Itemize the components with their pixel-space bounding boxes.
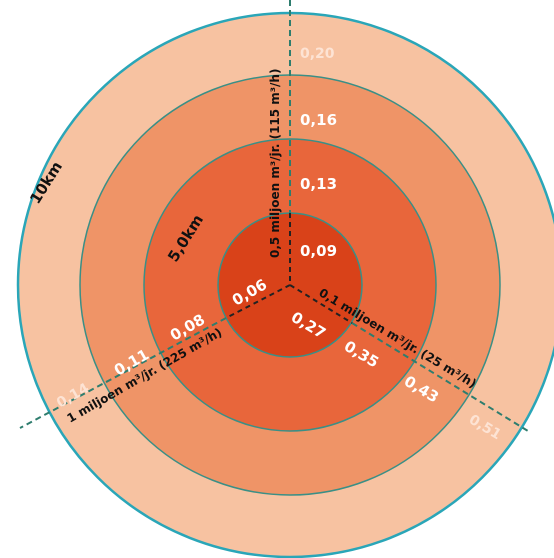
axis-right-outer	[351, 322, 529, 432]
axis-right-inner	[289, 284, 353, 324]
vertical-value-1: 0,09	[300, 242, 337, 260]
vertical-value-2: 0,13	[300, 175, 337, 193]
vertical-axis-label: 0,5 miljoen m³/jr. (115 m³/h)	[268, 69, 282, 258]
axis-left-inner	[225, 284, 291, 319]
vertical-value-4: 0,20	[300, 46, 335, 62]
vertical-value-3: 0,16	[300, 111, 337, 129]
ring-second-edge	[143, 138, 437, 432]
axis-left-outer	[19, 317, 227, 429]
